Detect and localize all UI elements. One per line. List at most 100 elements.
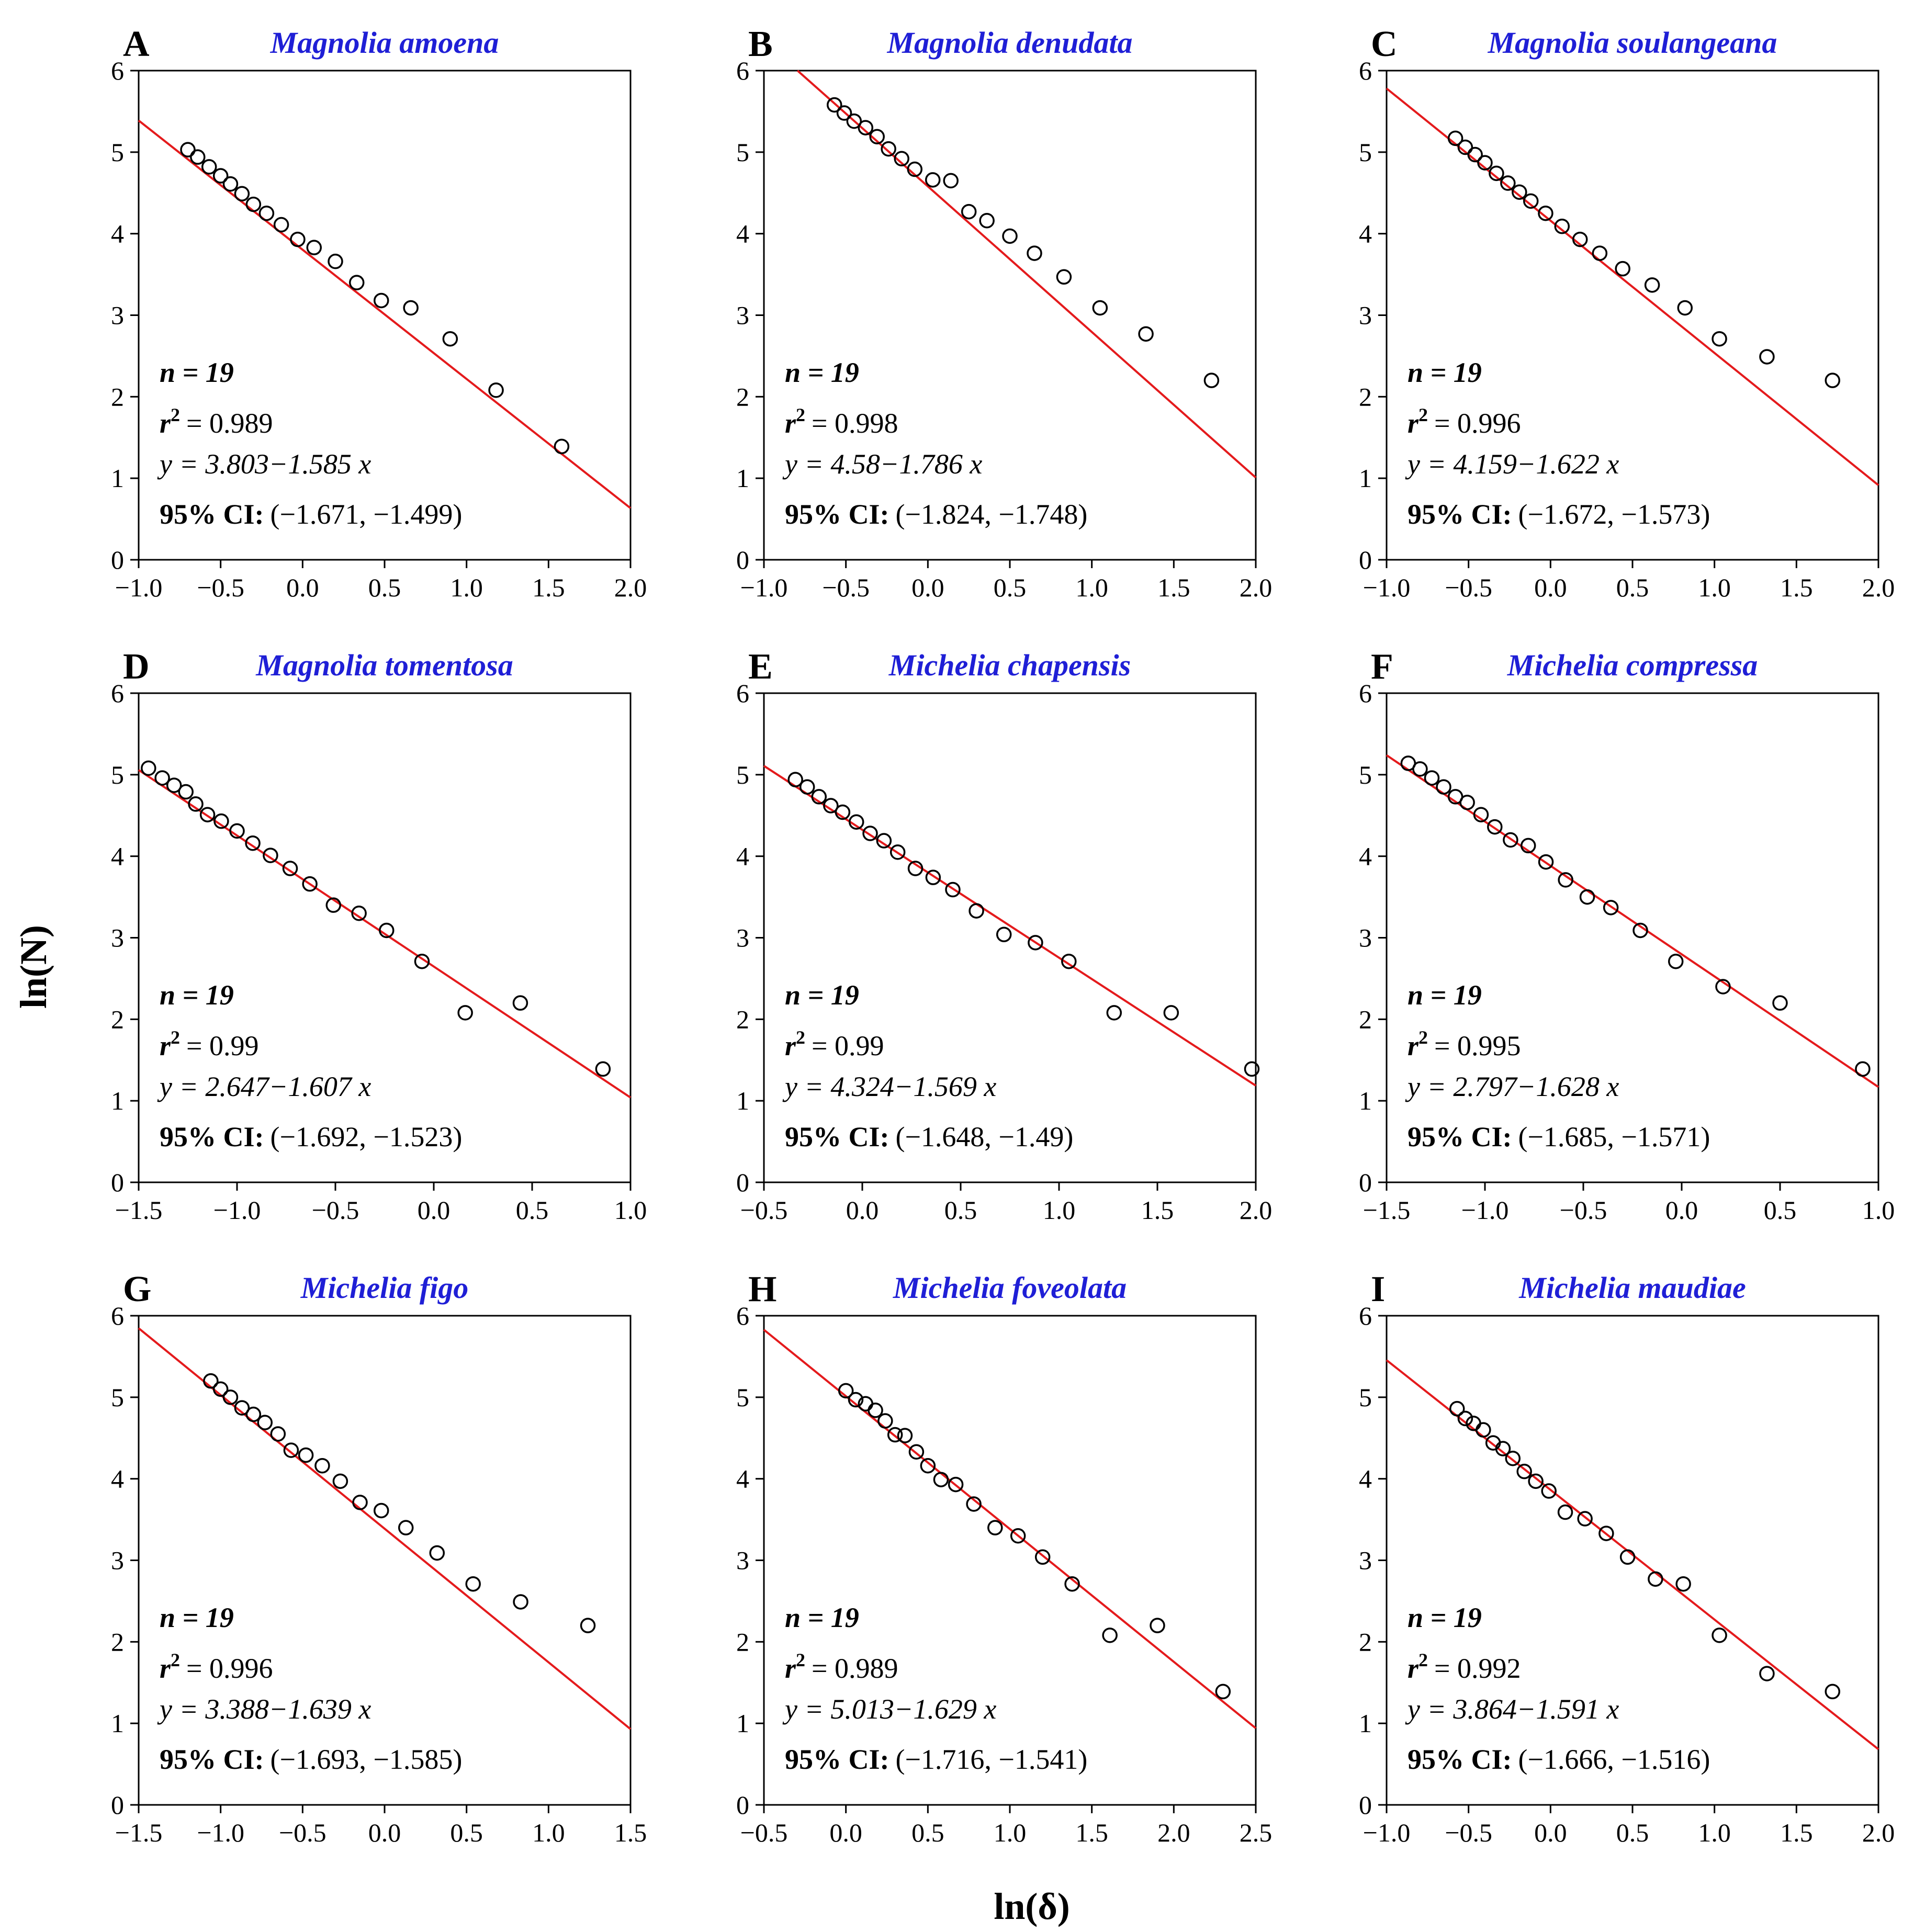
data-point xyxy=(190,149,206,165)
data-point xyxy=(876,833,892,849)
data-point xyxy=(141,760,156,776)
data-point xyxy=(933,1472,949,1487)
data-point xyxy=(1523,193,1539,209)
data-point xyxy=(1541,1483,1557,1499)
stat-ci-label: 95% CI: xyxy=(1408,1121,1512,1153)
data-point xyxy=(234,1400,250,1416)
y-tick-label: 1 xyxy=(111,1709,124,1738)
y-tick-label: 2 xyxy=(736,1627,749,1656)
stat-equation: y = 3.864−1.591 x xyxy=(1405,1693,1619,1725)
data-point xyxy=(1855,1061,1871,1077)
data-point xyxy=(1677,300,1693,316)
data-point xyxy=(881,141,896,157)
y-tick-label: 0 xyxy=(111,545,124,574)
data-point xyxy=(554,438,570,455)
data-point xyxy=(257,1415,273,1430)
stat-ci: 95% CI: (−1.824, −1.748) xyxy=(785,499,1087,530)
data-point xyxy=(1436,779,1451,795)
data-point xyxy=(1538,854,1554,870)
panel-letter: B xyxy=(748,24,773,64)
x-tick-label: 1.5 xyxy=(1075,1818,1108,1847)
data-point xyxy=(1528,1473,1544,1489)
x-tick-label: 1.0 xyxy=(614,1195,647,1225)
x-tick-label: 1.0 xyxy=(1698,573,1731,602)
y-tick-label: 0 xyxy=(736,545,749,574)
data-point xyxy=(869,129,885,144)
data-point xyxy=(373,292,389,309)
data-point xyxy=(1632,922,1648,939)
stat-n: n = 19 xyxy=(785,1602,859,1633)
data-point xyxy=(1495,1441,1511,1456)
y-tick-label: 5 xyxy=(111,760,124,789)
stat-equation: y = 3.388−1.639 x xyxy=(157,1693,371,1725)
panel-letter: C xyxy=(1371,24,1398,64)
data-point xyxy=(1150,1618,1165,1633)
data-point xyxy=(1520,838,1536,854)
stat-ci: 95% CI: (−1.716, −1.541) xyxy=(785,1744,1087,1775)
data-point xyxy=(1102,1628,1118,1643)
data-point xyxy=(283,1442,299,1458)
panel-title: Michelia maudiae xyxy=(1518,1271,1746,1305)
data-point xyxy=(1203,372,1220,388)
x-tick-label: 0.0 xyxy=(1665,1195,1698,1225)
x-tick-label: 1.5 xyxy=(532,573,565,602)
data-point xyxy=(595,1061,611,1077)
stat-r2: r2 = 0.989 xyxy=(160,404,273,439)
stat-r2: r2 = 0.996 xyxy=(160,1649,273,1684)
y-tick-label: 5 xyxy=(111,138,124,167)
data-point xyxy=(1759,1666,1775,1681)
data-point xyxy=(979,212,995,229)
data-point xyxy=(1503,832,1518,848)
y-tick-label: 1 xyxy=(1359,1086,1372,1115)
stat-ci-label: 95% CI: xyxy=(160,499,264,530)
y-tick-label: 1 xyxy=(736,1709,749,1738)
data-point xyxy=(1487,819,1503,835)
data-point xyxy=(414,953,430,969)
panel-f: F Michelia compressa −1.5 −1.0 −0.5 0.0 0.5 1.0… xyxy=(1359,647,1895,1225)
x-tick-label: 0.0 xyxy=(1534,573,1567,602)
y-tick-label: 3 xyxy=(736,301,749,330)
y-tick-label: 3 xyxy=(111,923,124,953)
data-point xyxy=(403,300,419,316)
data-point xyxy=(258,205,275,221)
data-point xyxy=(787,772,803,787)
data-point xyxy=(1572,231,1588,247)
stat-ci: 95% CI: (−1.685, −1.571) xyxy=(1408,1121,1710,1153)
y-tick-label: 3 xyxy=(736,923,749,953)
stat-r2-value: = 0.995 xyxy=(1434,1030,1521,1061)
stat-equation: y = 5.013−1.629 x xyxy=(782,1693,996,1725)
y-tick-label: 2 xyxy=(111,1004,124,1034)
data-point xyxy=(203,1373,219,1389)
x-tick-label: −0.5 xyxy=(1445,573,1492,602)
y-tick-label: 5 xyxy=(1359,138,1372,167)
stat-ci-value: (−1.648, −1.49) xyxy=(896,1121,1074,1153)
data-point xyxy=(373,1502,389,1519)
stat-ci-value: (−1.666, −1.516) xyxy=(1518,1744,1710,1775)
data-point xyxy=(199,807,216,822)
y-tick-label: 0 xyxy=(111,1168,124,1197)
y-tick-label: 4 xyxy=(736,842,749,871)
y-tick-label: 1 xyxy=(111,464,124,493)
panel-d: D Magnolia tomentosa −1.5 −1.0 −0.5 0.0 0.5 1.0… xyxy=(111,647,647,1225)
panel-letter: F xyxy=(1371,647,1393,687)
plot-frame xyxy=(763,70,1257,561)
stat-r2: r2 = 0.998 xyxy=(785,404,898,439)
data-point xyxy=(858,120,874,135)
data-point xyxy=(201,159,217,175)
data-point xyxy=(1759,349,1775,365)
stat-n: n = 19 xyxy=(1408,357,1482,388)
x-tick-label: 1.0 xyxy=(1043,1195,1076,1225)
x-tick-label: 1.0 xyxy=(1698,1818,1731,1847)
x-tick-label: 1.5 xyxy=(1780,573,1813,602)
data-point xyxy=(398,1520,414,1535)
x-tick-label: −0.5 xyxy=(740,1195,788,1225)
data-point xyxy=(1712,331,1727,347)
x-tick-label: −0.5 xyxy=(197,573,244,602)
x-tick-label: 1.0 xyxy=(532,1818,565,1847)
data-point xyxy=(1449,1400,1465,1417)
data-point xyxy=(907,161,923,177)
data-point xyxy=(890,844,906,860)
stat-ci-label: 95% CI: xyxy=(785,1121,890,1153)
data-point xyxy=(1715,979,1731,995)
